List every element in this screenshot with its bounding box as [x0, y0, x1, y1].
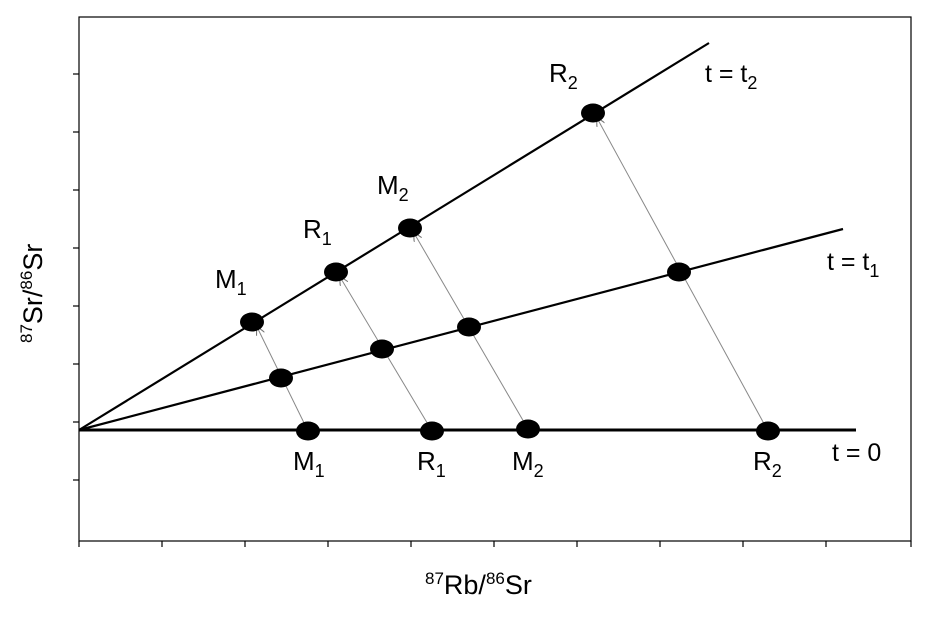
label-m1-t2: M1 [215, 264, 247, 299]
dot-r1-t1 [370, 339, 394, 359]
label-m2-initial: M2 [512, 446, 544, 481]
dot-m1-t0 [296, 421, 320, 441]
label-m1-initial: M1 [293, 446, 325, 481]
dot-m1-t2 [240, 312, 264, 332]
dot-r2-t0 [756, 421, 780, 441]
y-axis-label: 87Sr/86Sr [17, 244, 48, 343]
sample-dots [240, 103, 780, 441]
plot-frame [78, 16, 912, 542]
label-r2-t2: R2 [549, 58, 578, 93]
isochron-lines [78, 42, 856, 432]
label-r2-initial: R2 [753, 446, 782, 481]
dot-m2-t0 [516, 419, 540, 439]
label-r1-t2: R1 [303, 214, 332, 249]
isochron-t2-label: t = t2 [705, 60, 757, 93]
dot-r2-t1 [667, 262, 691, 282]
isochron-t2-line [78, 42, 710, 431]
dot-r1-t0 [420, 421, 444, 441]
dot-m2-t2 [398, 218, 422, 238]
dot-r2-t2 [581, 103, 605, 123]
label-r1-initial: R1 [417, 446, 446, 481]
label-m2-t2: M2 [377, 170, 409, 205]
dot-m2-t1 [457, 317, 481, 337]
y-axis-ticks [73, 73, 79, 481]
x-axis-ticks [78, 541, 912, 547]
dot-r1-t2 [324, 262, 348, 282]
isochron-t1-label: t = t1 [827, 248, 879, 281]
isochron-t0-label: t = 0 [832, 439, 881, 467]
x-axis-label: 87Rb/86Sr [425, 569, 532, 600]
dot-m1-t1 [269, 368, 293, 388]
